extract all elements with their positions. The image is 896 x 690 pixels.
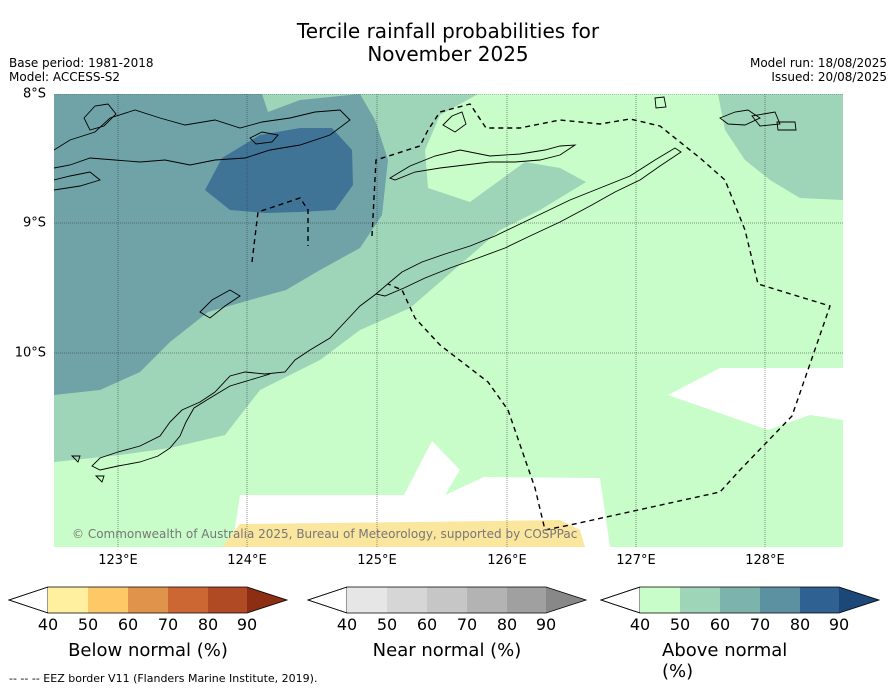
colorbar-above-swatch: [800, 587, 839, 613]
colorbar-above-swatch: [680, 587, 720, 613]
lon-label-128e: 128°E: [745, 553, 785, 568]
colorbar-above-over-arrow: [839, 587, 879, 613]
colorbar-near-tick: 50: [376, 615, 398, 634]
lat-label-10s: 10°S: [14, 345, 46, 361]
island-outline-11: [94, 475, 105, 483]
copyright-notice: © Commonwealth of Australia 2025, Bureau…: [72, 527, 578, 541]
colorbar-above-title: Above normal (%): [662, 640, 788, 682]
colorbar-near-tick: 60: [416, 615, 438, 634]
colorbar-above-swatch: [720, 587, 760, 613]
island-outline-6: [719, 109, 761, 126]
above-70-region: [205, 128, 353, 213]
island-outline-2: [54, 171, 101, 191]
lat-label-9s: 9°S: [22, 215, 46, 231]
meta-right: Model run: 18/08/2025 Issued: 20/08/2025: [750, 56, 887, 84]
colorbar-near: [306, 586, 588, 614]
eez-borders: [251, 103, 831, 531]
timor-north-coast: [375, 147, 682, 297]
island-outline-4: [442, 111, 467, 133]
chart-title: Tercile rainfall probabilities for Novem…: [0, 20, 896, 66]
colorbar-above-tick: 80: [789, 615, 811, 634]
colorbar-near-tick: 90: [535, 615, 557, 634]
island-outline-3: [249, 131, 279, 145]
colorbar-below: [7, 586, 289, 614]
colorbar-near-tick: 80: [496, 615, 518, 634]
island-outline-7: [751, 111, 781, 127]
title-line-1: Tercile rainfall probabilities for: [296, 19, 600, 43]
colorbar-above-swatch: [760, 587, 800, 613]
timor-south-coast: [91, 293, 377, 471]
lon-label-126e: 126°E: [487, 553, 527, 568]
colorbar-below-tick: 70: [157, 615, 179, 634]
white-patch-south: [232, 441, 610, 547]
colorbar-above-tick: 90: [828, 615, 850, 634]
colorbar-above-tick: 70: [749, 615, 771, 634]
colorbar-near-under-arrow: [306, 586, 348, 614]
colorbar-near-swatch: [427, 587, 467, 613]
colorbar-below-tick: 40: [37, 615, 59, 634]
title-line-2: November 2025: [367, 42, 529, 66]
wetar-coast: [388, 144, 577, 181]
lon-label-127e: 127°E: [616, 553, 656, 568]
below-40-region: [222, 520, 585, 547]
colorbar-near-swatch: [387, 587, 427, 613]
colorbar-near-swatch: [467, 587, 507, 613]
coastlines: [54, 96, 797, 483]
above-50-region-east: [718, 94, 843, 200]
colorbar-near-tick: 70: [456, 615, 478, 634]
lon-label-125e: 125°E: [357, 553, 397, 568]
lat-label-8s: 8°S: [22, 86, 46, 102]
colorbar-below-tick: 60: [117, 615, 139, 634]
colorbar-below-swatch: [88, 587, 128, 613]
colorbar-below-tick: 50: [77, 615, 99, 634]
colorbar-below-swatch: [48, 587, 88, 613]
island-outline-10: [70, 455, 81, 463]
colorbar-near-swatch: [507, 587, 546, 613]
colorbar-below-tick: 90: [236, 615, 258, 634]
meta-left: Base period: 1981-2018 Model: ACCESS-S2: [9, 56, 154, 84]
colorbar-near-over-arrow: [546, 587, 586, 613]
colorbar-above-tick: 40: [629, 615, 651, 634]
colorbar-above: [599, 586, 881, 614]
colorbar-near-title: Near normal (%): [372, 640, 522, 661]
colorbar-below-under-arrow: [7, 586, 49, 614]
eez-border-timor: [371, 103, 831, 531]
model-text: Model: ACCESS-S2: [9, 70, 121, 84]
issued-text: Issued: 20/08/2025: [771, 70, 887, 84]
lon-label-124e: 124°E: [227, 553, 267, 568]
colorbar-above-swatch: [640, 587, 680, 613]
white-patch-east: [668, 368, 843, 430]
colorbar-below-swatch: [128, 587, 168, 613]
base-period-text: Base period: 1981-2018: [9, 56, 154, 70]
colorbar-near-swatch: [347, 587, 387, 613]
colorbar-below-swatch: [168, 587, 208, 613]
island-outline-5: [654, 96, 667, 109]
colorbar-below-over-arrow: [247, 587, 287, 613]
model-run-text: Model run: 18/08/2025: [749, 56, 887, 70]
colorbar-above-tick: 50: [669, 615, 691, 634]
eez-footnote: -- -- -- EEZ border V11 (Flanders Marine…: [9, 672, 318, 685]
island-outline-8: [776, 121, 797, 131]
island-outline-1: [83, 103, 117, 131]
lon-label-123e: 123°E: [98, 553, 138, 568]
colorbar-above-tick: 60: [709, 615, 731, 634]
eez-border-west: [251, 197, 309, 263]
flores-coast: [54, 109, 351, 169]
graticule: [54, 94, 843, 547]
colorbar-above-under-arrow: [599, 586, 641, 614]
colorbar-below-tick: 80: [197, 615, 219, 634]
probability-map: [54, 94, 843, 547]
island-outline-9: [199, 289, 241, 319]
colorbar-near-tick: 40: [336, 615, 358, 634]
colorbar-below-title: Below normal (%): [68, 640, 228, 661]
colorbar-below-swatch: [208, 587, 247, 613]
